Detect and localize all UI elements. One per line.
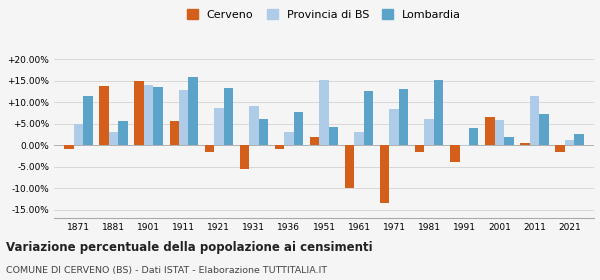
Bar: [214, 108, 224, 145]
Bar: [74, 125, 83, 145]
Bar: [494, 120, 504, 145]
Bar: [485, 117, 494, 145]
Bar: [144, 85, 154, 145]
Text: COMUNE DI CERVENO (BS) - Dati ISTAT - Elaborazione TUTTITALIA.IT: COMUNE DI CERVENO (BS) - Dati ISTAT - El…: [6, 266, 327, 275]
Bar: [284, 132, 293, 145]
Bar: [565, 139, 574, 145]
Bar: [520, 143, 530, 145]
Bar: [109, 132, 118, 145]
Bar: [574, 134, 584, 145]
Bar: [380, 145, 389, 203]
Bar: [249, 106, 259, 145]
Bar: [310, 137, 319, 145]
Bar: [275, 145, 284, 149]
Bar: [329, 127, 338, 145]
Bar: [415, 145, 424, 152]
Bar: [239, 145, 249, 169]
Bar: [364, 91, 373, 145]
Bar: [188, 77, 198, 145]
Bar: [504, 137, 514, 145]
Legend: Cerveno, Provincia di BS, Lombardia: Cerveno, Provincia di BS, Lombardia: [187, 9, 461, 20]
Bar: [205, 145, 214, 152]
Bar: [450, 145, 460, 162]
Bar: [259, 119, 268, 145]
Bar: [179, 90, 188, 145]
Bar: [555, 145, 565, 152]
Bar: [530, 96, 539, 145]
Bar: [539, 114, 548, 145]
Bar: [345, 145, 355, 188]
Bar: [224, 88, 233, 145]
Bar: [424, 119, 434, 145]
Bar: [100, 86, 109, 145]
Bar: [355, 132, 364, 145]
Bar: [134, 81, 144, 145]
Bar: [293, 111, 303, 145]
Bar: [154, 87, 163, 145]
Bar: [170, 121, 179, 145]
Bar: [118, 122, 128, 145]
Bar: [319, 80, 329, 145]
Bar: [389, 109, 399, 145]
Bar: [399, 89, 409, 145]
Bar: [64, 145, 74, 150]
Bar: [434, 80, 443, 145]
Bar: [469, 128, 478, 145]
Bar: [460, 145, 469, 146]
Text: Variazione percentuale della popolazione ai censimenti: Variazione percentuale della popolazione…: [6, 241, 373, 254]
Bar: [83, 96, 93, 145]
